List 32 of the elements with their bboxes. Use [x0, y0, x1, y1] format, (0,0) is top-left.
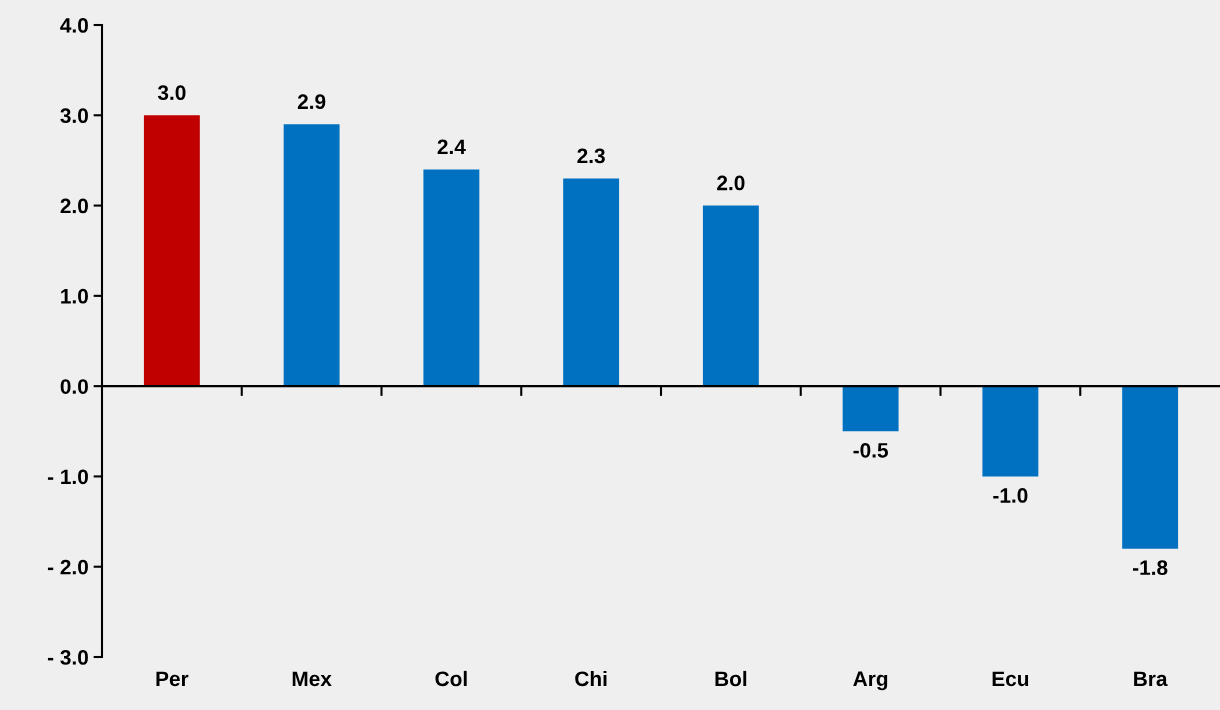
x-tick-label: Ecu	[992, 671, 1029, 687]
x-tick-label: Col	[435, 670, 467, 687]
bar	[563, 178, 620, 387]
bar	[982, 386, 1039, 477]
data-label: 2.3	[577, 148, 605, 164]
y-tick-label: - 3.0	[47, 650, 88, 665]
data-label: 2.0	[717, 175, 745, 191]
bar	[1122, 386, 1179, 549]
y-tick-label: - 2.0	[47, 559, 88, 575]
bar	[423, 169, 480, 387]
x-tick-label: Per	[156, 671, 189, 687]
y-tick-label: 2.0	[60, 198, 88, 214]
bar	[143, 115, 200, 387]
data-label: 2.9	[297, 94, 326, 110]
bar	[702, 205, 759, 387]
y-tick-label: 3.0	[60, 108, 88, 124]
y-tick-label: 4.0	[60, 18, 88, 33]
x-tick-label: Bol	[715, 670, 747, 687]
data-label: -1.0	[993, 488, 1028, 503]
bar	[842, 386, 899, 432]
y-tick-label: - 1.0	[47, 469, 88, 485]
x-tick-label: Arg	[853, 671, 888, 691]
data-label: 3.0	[157, 85, 186, 101]
data-label: -1.8	[1132, 560, 1168, 576]
data-label: 2.4	[437, 139, 466, 155]
y-tick-label: 0.0	[60, 379, 88, 394]
data-label: -0.5	[853, 442, 888, 458]
y-tick-label: 1.0	[61, 288, 88, 304]
x-tick-label: Chi	[575, 670, 607, 687]
x-tick-label: Mex	[292, 671, 332, 687]
x-tick-label: Bra	[1134, 671, 1168, 687]
bar	[283, 124, 340, 387]
